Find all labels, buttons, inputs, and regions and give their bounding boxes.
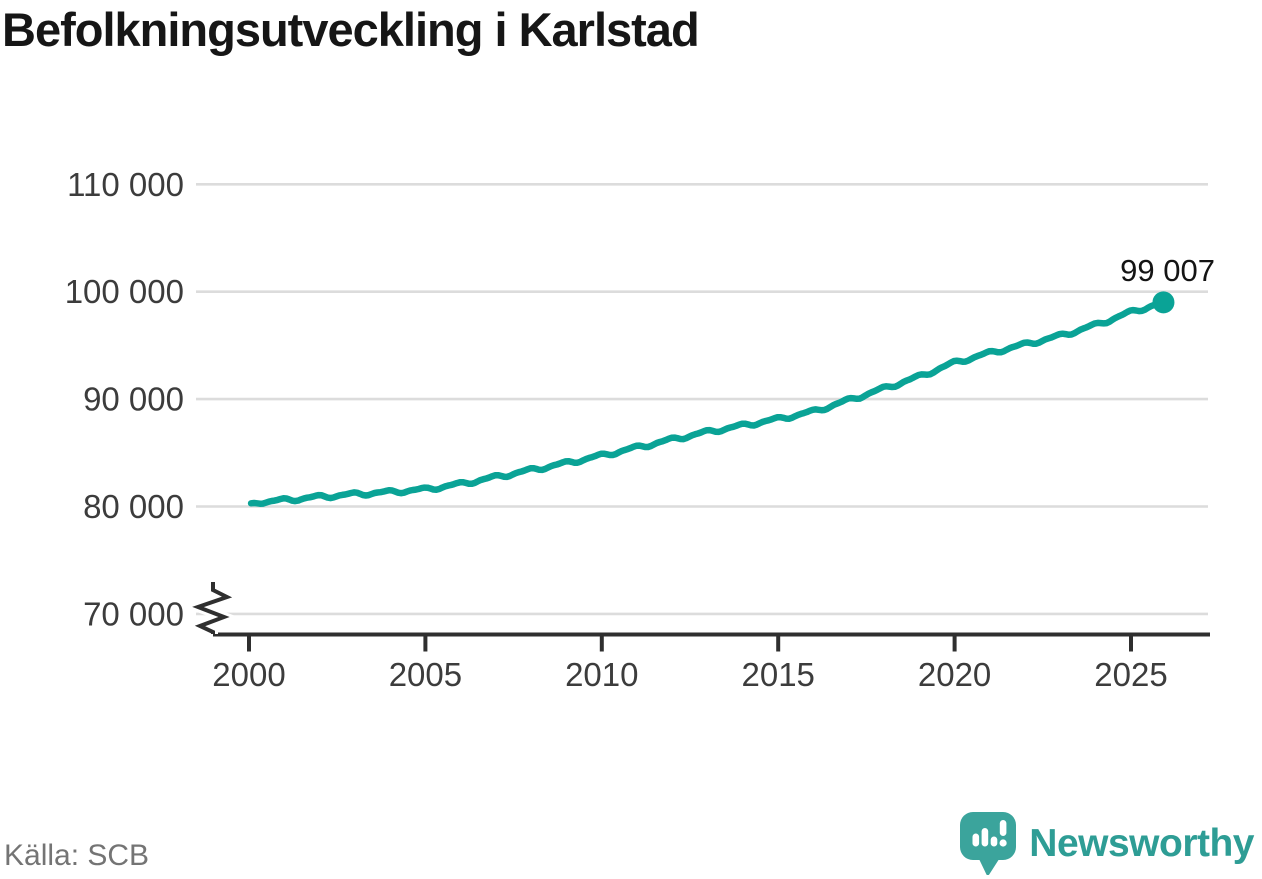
axis-break-zigzag-icon — [192, 582, 233, 634]
x-axis-label: 2020 — [918, 656, 991, 693]
logo-bar-small — [990, 836, 998, 847]
x-axis-label: 2025 — [1094, 656, 1167, 693]
logo-exclamation-bar — [1000, 820, 1007, 836]
chart-title: Befolkningsutveckling i Karlstad — [2, 3, 700, 56]
x-axis-label: 2000 — [212, 656, 285, 693]
logo-bar-short — [972, 833, 980, 847]
y-axis-label: 100 000 — [65, 273, 184, 310]
y-axis-label: 90 000 — [83, 381, 184, 418]
end-value-label: 99 007 — [1120, 253, 1215, 288]
x-axis-label: 2015 — [741, 656, 814, 693]
newsworthy-wordmark: Newsworthy — [1029, 821, 1254, 865]
x-axis-label: 2010 — [565, 656, 638, 693]
y-axis-label: 70 000 — [83, 595, 184, 632]
x-axis-label: 2005 — [389, 656, 462, 693]
population-series-line — [247, 299, 1167, 507]
newsworthy-speech-bubble-barchart-icon — [960, 812, 1017, 875]
newsworthy-logo: Newsworthy — [960, 812, 1254, 875]
logo-exclamation-dot — [999, 839, 1007, 847]
y-axis-label: 80 000 — [83, 488, 184, 525]
source-caption: Källa: SCB — [4, 839, 150, 872]
series-end-dot — [1152, 291, 1175, 314]
y-axis-label: 110 000 — [67, 166, 184, 203]
logo-bar-tall — [981, 828, 989, 847]
